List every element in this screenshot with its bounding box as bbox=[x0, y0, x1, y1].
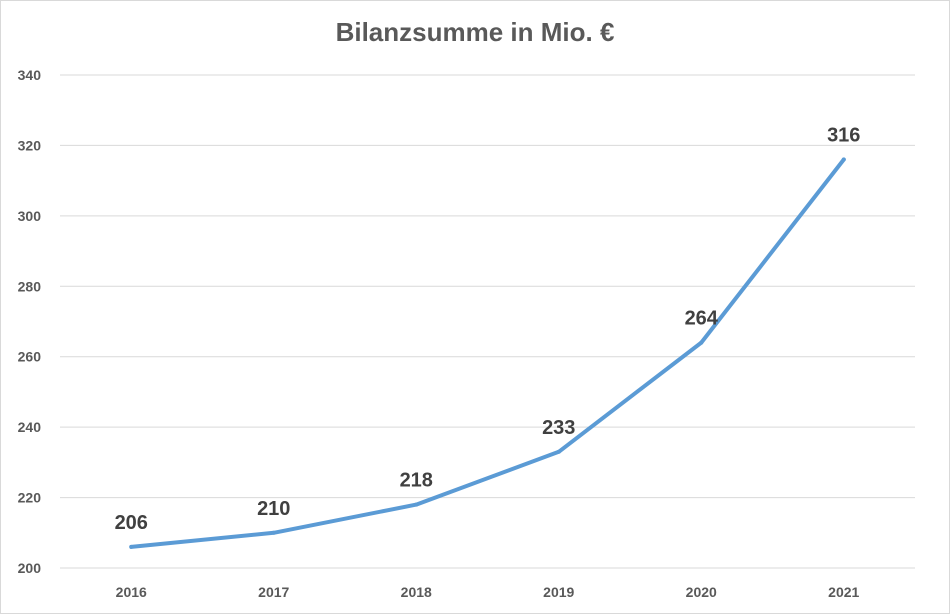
data-point-2016 bbox=[129, 544, 134, 549]
data-label-2021: 316 bbox=[827, 125, 860, 147]
y-tick-label-260: 260 bbox=[18, 349, 42, 365]
data-point-2021 bbox=[841, 157, 846, 162]
data-label-2016: 206 bbox=[115, 512, 148, 534]
data-label-2020: 264 bbox=[685, 308, 719, 330]
data-point-2020 bbox=[699, 340, 704, 345]
data-point-2017 bbox=[271, 530, 276, 535]
axis-labels: 200 220 240 260 280 300 320 340 2016 2017 2018 2019… bbox=[18, 67, 860, 600]
chart-title: Bilanzsumme in Mio. € bbox=[335, 17, 615, 47]
y-tick-label-220: 220 bbox=[18, 490, 42, 506]
y-tick-label-240: 240 bbox=[18, 419, 42, 435]
data-labels: 206 210 218 233 264 316 bbox=[115, 125, 861, 534]
series-line bbox=[129, 157, 846, 549]
x-tick-label-2021: 2021 bbox=[828, 584, 859, 600]
data-label-2019: 233 bbox=[542, 417, 575, 439]
data-point-2019 bbox=[556, 449, 561, 454]
y-tick-label-320: 320 bbox=[18, 137, 42, 153]
x-tick-label-2017: 2017 bbox=[258, 584, 289, 600]
data-point-2018 bbox=[414, 502, 419, 507]
x-tick-label-2016: 2016 bbox=[116, 584, 147, 600]
data-label-2017: 210 bbox=[257, 498, 290, 520]
data-label-2018: 218 bbox=[400, 470, 433, 492]
y-tick-label-340: 340 bbox=[18, 67, 42, 83]
x-tick-label-2020: 2020 bbox=[686, 584, 717, 600]
x-tick-label-2019: 2019 bbox=[543, 584, 574, 600]
y-tick-label-280: 280 bbox=[18, 278, 42, 294]
gridlines bbox=[60, 74, 915, 569]
series bbox=[129, 157, 846, 549]
y-tick-label-200: 200 bbox=[18, 560, 42, 576]
x-tick-label-2018: 2018 bbox=[401, 584, 432, 600]
y-tick-label-300: 300 bbox=[18, 208, 42, 224]
